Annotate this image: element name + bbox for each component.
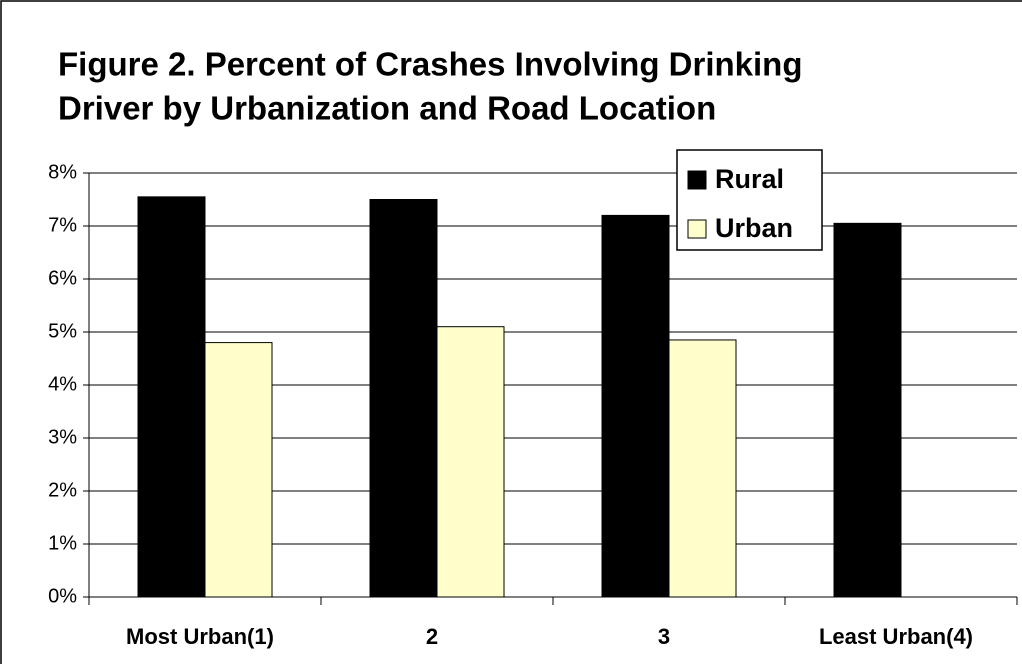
x-tick-label: 2 — [426, 624, 438, 649]
legend-label: Urban — [715, 213, 793, 243]
legend-swatch — [687, 219, 707, 239]
y-tick-label: 5% — [48, 320, 77, 342]
bar — [137, 196, 206, 598]
chart-title: Driver by Urbanization and Road Location — [58, 90, 716, 127]
y-tick-label: 2% — [48, 479, 77, 501]
y-tick-label: 3% — [48, 426, 77, 448]
y-tick-label: 4% — [48, 373, 77, 395]
bar — [668, 339, 737, 598]
bar — [601, 214, 670, 598]
y-tick-label: 8% — [48, 161, 77, 183]
y-tick-label: 7% — [48, 214, 77, 236]
bar — [204, 342, 273, 598]
x-tick-label: Most Urban(1) — [126, 624, 274, 649]
y-tick-label: 1% — [48, 532, 77, 554]
legend-swatch — [687, 170, 707, 190]
bar — [369, 199, 438, 598]
y-tick-label: 6% — [48, 267, 77, 289]
x-tick-label: 3 — [658, 624, 670, 649]
legend-label: Rural — [715, 164, 784, 194]
bar — [436, 326, 505, 598]
x-tick-label: Least Urban(4) — [819, 624, 973, 649]
y-tick-label: 0% — [48, 585, 77, 607]
bar — [833, 222, 902, 598]
chart-title: Figure 2. Percent of Crashes Involving D… — [58, 46, 803, 83]
